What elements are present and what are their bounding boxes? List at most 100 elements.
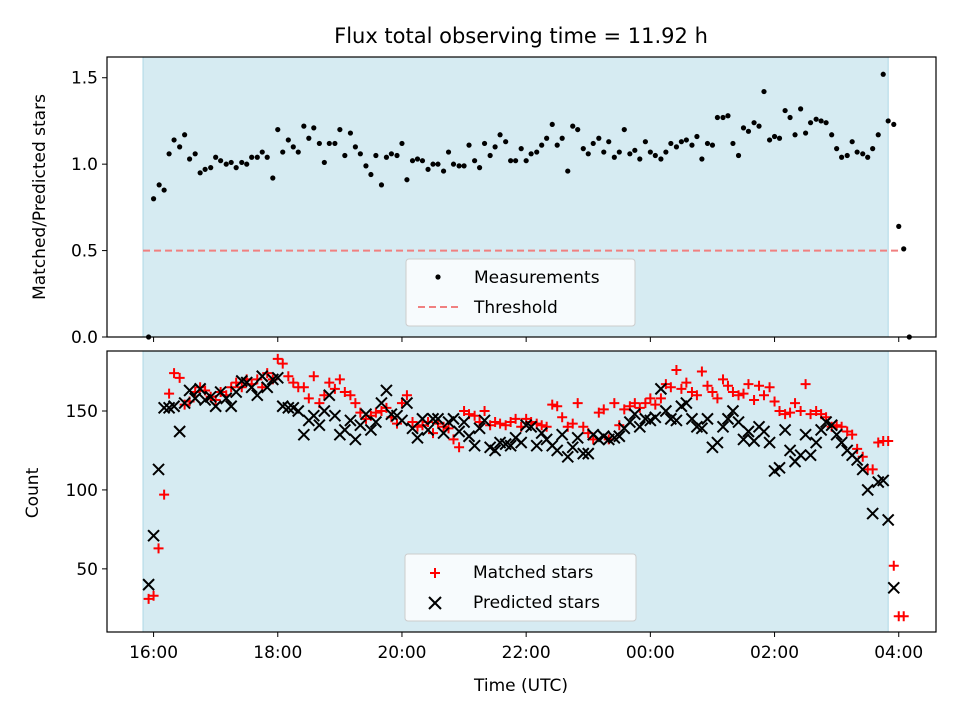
measurement-point xyxy=(239,159,245,166)
measurement-point xyxy=(854,149,860,155)
matched-point xyxy=(148,590,159,601)
predicted-point xyxy=(773,461,786,475)
predicted-point xyxy=(747,434,761,448)
measurement-point xyxy=(156,182,162,188)
measurement-point xyxy=(735,152,742,159)
bottom-y-tick-label: 50 xyxy=(76,560,98,580)
measurement-point xyxy=(647,149,653,155)
measurement-point xyxy=(487,152,493,159)
measurement-point xyxy=(787,114,793,121)
measurement-point xyxy=(218,158,224,164)
measurement-point xyxy=(761,88,767,95)
matched-point xyxy=(490,417,501,428)
predicted-point xyxy=(695,422,709,435)
predicted-point xyxy=(701,412,714,426)
x-tick-label: 20:00 xyxy=(377,643,426,663)
measurement-point xyxy=(254,154,260,160)
matched-point xyxy=(769,396,780,407)
predicted-point xyxy=(468,439,481,452)
bottom-y-tick-label: 150 xyxy=(66,402,98,422)
predicted-point xyxy=(778,423,792,437)
predicted-point xyxy=(307,409,320,422)
measurement-point xyxy=(663,149,669,155)
measurement-point xyxy=(834,146,840,152)
matched-point xyxy=(640,398,651,409)
legend-predicted-marker xyxy=(428,596,442,610)
bottom-y-label: Count xyxy=(23,467,43,518)
matched-point xyxy=(370,407,381,418)
predicted-point xyxy=(577,447,590,460)
matched-point xyxy=(691,390,702,401)
predicted-point xyxy=(142,578,155,591)
measurement-point xyxy=(368,171,374,178)
measurement-point xyxy=(419,158,426,164)
measurement-point xyxy=(192,151,198,157)
predicted-point xyxy=(633,420,647,433)
measurement-point xyxy=(481,140,488,147)
matched-point xyxy=(712,393,723,404)
predicted-point xyxy=(685,412,699,426)
matched-point xyxy=(345,390,356,401)
bottom-plot-frame xyxy=(106,350,937,633)
measurement-point xyxy=(373,152,379,159)
matched-point xyxy=(407,417,418,428)
predicted-point xyxy=(566,441,579,454)
matched-point xyxy=(795,405,806,416)
measurement-point xyxy=(627,151,633,157)
predicted-point xyxy=(721,412,735,426)
matched-point xyxy=(303,393,314,404)
measurement-point xyxy=(228,159,234,166)
top-y-axis: 0.0 0.5 1.0 1.5 xyxy=(71,69,107,348)
legend-threshold-label: Threshold xyxy=(473,298,558,318)
predicted-point xyxy=(726,404,740,418)
matched-point xyxy=(785,407,796,418)
measurement-point xyxy=(704,140,711,147)
matched-point xyxy=(334,374,345,385)
predicted-point xyxy=(654,382,668,396)
predicted-point xyxy=(406,422,419,435)
measurement-point xyxy=(865,154,871,160)
matched-point xyxy=(634,402,645,413)
predicted-point xyxy=(561,450,574,463)
measurement-point xyxy=(208,165,214,171)
measurement-point xyxy=(430,161,436,167)
predicted-point xyxy=(178,396,191,410)
measurement-point xyxy=(450,161,457,167)
predicted-point xyxy=(354,418,367,432)
measurement-point xyxy=(456,163,462,169)
matched-point xyxy=(873,437,884,448)
predicted-point xyxy=(421,423,435,437)
matched-point xyxy=(479,405,490,416)
measurement-point xyxy=(249,154,255,160)
measurement-point xyxy=(683,137,689,143)
measurement-point xyxy=(611,154,617,160)
measurement-point xyxy=(606,139,612,145)
matched-point xyxy=(350,398,361,409)
measurement-point xyxy=(544,135,550,141)
matched-point xyxy=(329,383,340,394)
top-y-tick-label: 1.5 xyxy=(71,69,98,89)
matched-point xyxy=(339,387,350,398)
predicted-point xyxy=(799,428,812,441)
predicted-point xyxy=(830,428,843,441)
measurement-point xyxy=(202,166,208,172)
predicted-point xyxy=(835,436,848,449)
matched-point xyxy=(629,398,640,409)
predicted-point xyxy=(395,414,409,427)
matched-point xyxy=(619,404,630,415)
measurement-point xyxy=(771,133,778,140)
matched-point xyxy=(754,380,765,391)
measurement-point xyxy=(875,132,881,138)
matched-point xyxy=(159,489,170,500)
measurement-point xyxy=(534,149,540,155)
measurement-point xyxy=(528,151,534,157)
predicted-point xyxy=(613,430,626,443)
matched-point xyxy=(510,413,521,424)
measurement-point xyxy=(213,154,219,160)
predicted-point xyxy=(881,513,895,527)
measurement-point xyxy=(150,196,157,202)
measurement-point xyxy=(321,159,327,166)
predicted-point xyxy=(856,463,869,476)
measurement-point xyxy=(177,144,183,150)
